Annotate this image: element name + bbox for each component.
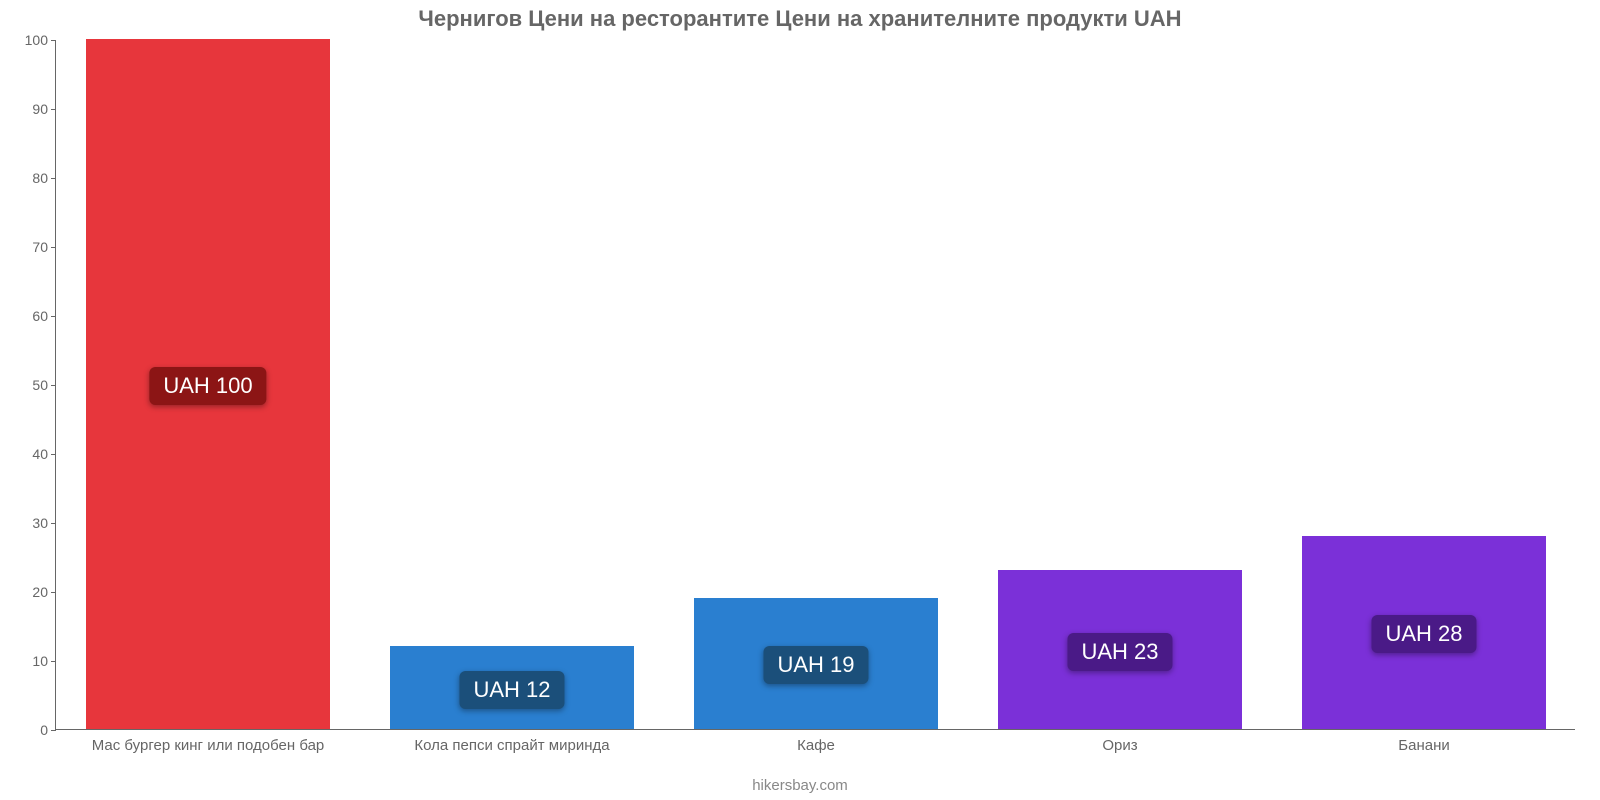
- category-label: Ориз: [1102, 729, 1137, 754]
- value-badge: UAH 19: [763, 646, 868, 684]
- price-bar-chart: Чернигов Цени на ресторантите Цени на хр…: [0, 0, 1600, 800]
- y-tick-mark: [51, 109, 56, 110]
- y-tick-mark: [51, 523, 56, 524]
- y-tick-mark: [51, 316, 56, 317]
- y-tick-mark: [51, 40, 56, 41]
- category-label: Банани: [1398, 729, 1449, 754]
- value-badge: UAH 23: [1067, 633, 1172, 671]
- value-badge: UAH 12: [459, 671, 564, 709]
- y-tick-mark: [51, 454, 56, 455]
- y-tick-mark: [51, 661, 56, 662]
- chart-title: Чернигов Цени на ресторантите Цени на хр…: [0, 6, 1600, 32]
- y-tick-mark: [51, 385, 56, 386]
- y-tick-mark: [51, 178, 56, 179]
- plot-area: 0102030405060708090100Мас бургер кинг ил…: [55, 40, 1575, 730]
- category-label: Мас бургер кинг или подобен бар: [92, 729, 325, 754]
- y-tick-mark: [51, 592, 56, 593]
- y-tick-mark: [51, 730, 56, 731]
- category-label: Кола пепси спрайт миринда: [414, 729, 609, 754]
- value-badge: UAH 100: [149, 367, 266, 405]
- category-label: Кафе: [797, 729, 835, 754]
- value-badge: UAH 28: [1371, 615, 1476, 653]
- y-tick-mark: [51, 247, 56, 248]
- chart-footer: hikersbay.com: [0, 777, 1600, 794]
